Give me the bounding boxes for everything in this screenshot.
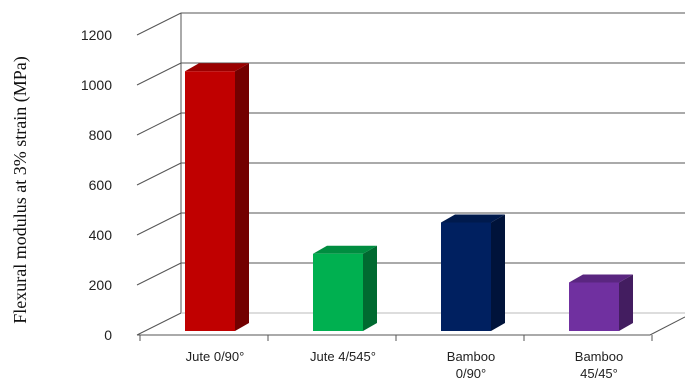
bar-side <box>619 274 633 331</box>
y-tick-label: 200 <box>89 277 113 293</box>
gridline-diagonal <box>136 112 182 136</box>
x-tick-label: Bamboo <box>447 349 495 364</box>
x-tick-label: Jute 4/545° <box>310 349 376 364</box>
y-tick-label: 0 <box>104 327 112 343</box>
gridline-diagonal <box>136 312 182 336</box>
bar-top <box>185 63 249 72</box>
gridline-diagonal <box>136 62 182 86</box>
floor-right-edge <box>649 316 685 336</box>
bar-top <box>313 245 377 254</box>
bar-side <box>235 63 249 331</box>
bar <box>313 253 363 331</box>
y-tick-label: 400 <box>89 227 113 243</box>
x-tick-labels: Jute 0/90° Jute 4/545° Bamboo 0/90° Bamboo 45… <box>139 335 653 380</box>
y-axis-label: Flexural modulus at 3% strain (MPa) <box>10 56 31 323</box>
x-tick-label: 0/90° <box>456 366 487 380</box>
gridline-diagonal <box>136 162 182 186</box>
gridline-diagonal <box>136 212 182 236</box>
y-tick-label: 600 <box>89 177 113 193</box>
bar-top <box>441 214 505 223</box>
bars <box>185 63 633 331</box>
bar-top <box>569 274 633 283</box>
bar <box>569 282 619 331</box>
bar-side <box>491 214 505 331</box>
gridline-diagonal <box>136 262 182 286</box>
x-tick-label: Bamboo <box>575 349 623 364</box>
bar <box>441 222 491 331</box>
y-tick-labels: 0 200 400 600 800 1000 1200 <box>81 27 112 343</box>
y-tick-label: 1200 <box>81 27 112 43</box>
y-tick-label: 800 <box>89 127 113 143</box>
x-tick-label: Jute 0/90° <box>186 349 245 364</box>
x-tick-label: 45/45° <box>580 366 618 380</box>
bar <box>185 71 235 331</box>
gridline-diagonal <box>136 12 182 36</box>
bar-side <box>363 245 377 331</box>
gridlines <box>136 12 685 336</box>
y-tick-label: 1000 <box>81 77 112 93</box>
